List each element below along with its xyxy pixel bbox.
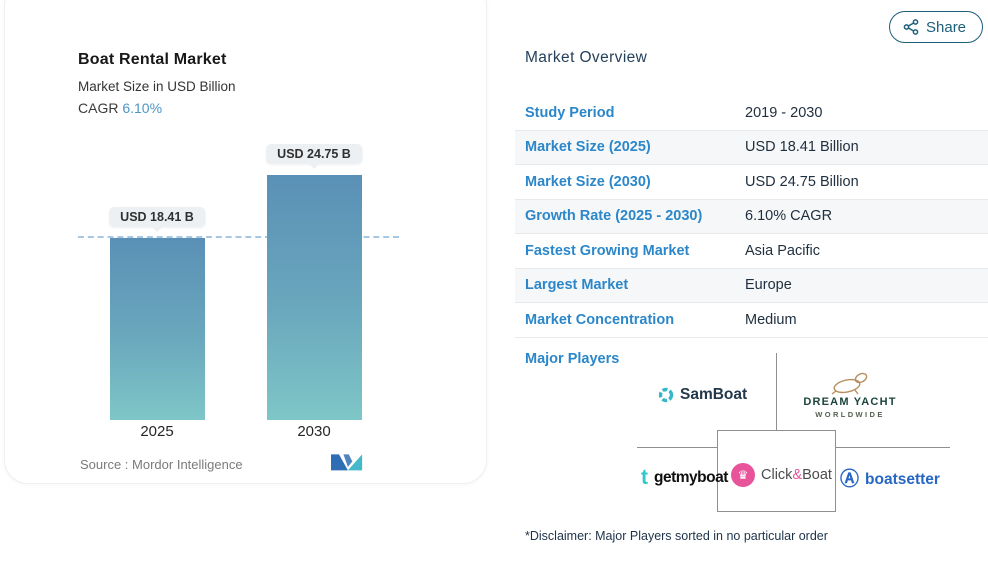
clickandboat-part2: Boat bbox=[802, 467, 832, 483]
row-label: Largest Market bbox=[525, 277, 629, 294]
cagr-value: 6.10% bbox=[122, 100, 163, 116]
x-tick-2030: 2030 bbox=[297, 423, 331, 440]
row-value: 2019 - 2030 bbox=[745, 104, 823, 121]
table-row: Study Period 2019 - 2030 bbox=[515, 96, 988, 131]
boatsetter-icon: Ⓐ bbox=[840, 469, 860, 490]
players-tree-left-line bbox=[637, 447, 717, 448]
clickandboat-logo: ♛ Click&Boat bbox=[731, 463, 832, 487]
mordor-intelligence-logo-icon bbox=[331, 452, 363, 476]
row-value: Medium bbox=[745, 311, 797, 328]
boatsetter-wordmark: boatsetter bbox=[865, 470, 940, 488]
chart-cagr: CAGR 6.10% bbox=[78, 100, 162, 116]
table-row: Market Size (2030) USD 24.75 Billion bbox=[515, 165, 988, 200]
share-label: Share bbox=[926, 18, 967, 36]
table-row: Largest Market Europe bbox=[515, 268, 988, 303]
bar-2025-value-tooltip: USD 18.41 B bbox=[109, 207, 205, 227]
row-value: USD 18.41 Billion bbox=[745, 139, 859, 156]
overview-heading: Market Overview bbox=[525, 49, 648, 66]
dream-yacht-wordmark: DREAM YACHT bbox=[803, 396, 897, 408]
baseline-dashed-line bbox=[78, 236, 399, 238]
row-value: Asia Pacific bbox=[745, 242, 820, 259]
dream-yacht-logo: DREAM YACHT WORLDWIDE bbox=[799, 370, 901, 419]
turtle-sketch-icon bbox=[828, 370, 872, 396]
share-icon bbox=[903, 19, 919, 35]
chart-card bbox=[4, 0, 487, 484]
row-value: Europe bbox=[745, 277, 792, 294]
getmyboat-logo: t getmyboat bbox=[641, 466, 728, 489]
crown-icon: ♛ bbox=[731, 463, 755, 487]
table-row: Market Size (2025) USD 18.41 Billion bbox=[515, 130, 988, 165]
cagr-label: CAGR bbox=[78, 100, 119, 116]
x-tick-2025: 2025 bbox=[140, 423, 174, 440]
getmyboat-icon: t bbox=[641, 466, 648, 489]
players-tree-right-line bbox=[836, 447, 950, 448]
row-label: Study Period bbox=[525, 104, 615, 121]
source-prefix: Source : bbox=[80, 457, 129, 472]
chart-title: Boat Rental Market bbox=[78, 51, 227, 68]
dream-yacht-subtext: WORLDWIDE bbox=[815, 410, 885, 419]
table-row: Growth Rate (2025 - 2030) 6.10% CAGR bbox=[515, 199, 988, 234]
chart-subtitle: Market Size in USD Billion bbox=[78, 79, 236, 94]
share-button[interactable]: Share bbox=[889, 11, 984, 43]
bar-2030 bbox=[267, 175, 362, 420]
getmyboat-wordmark: getmyboat bbox=[654, 469, 728, 486]
row-label: Market Size (2030) bbox=[525, 173, 651, 190]
chart-source: Source : Mordor Intelligence bbox=[80, 457, 243, 472]
clickandboat-amp: & bbox=[792, 467, 803, 483]
row-label: Market Size (2025) bbox=[525, 139, 651, 156]
table-row: Market Concentration Medium bbox=[515, 303, 988, 338]
bar-2030-value-tooltip: USD 24.75 B bbox=[266, 144, 362, 164]
clickandboat-part1: Click bbox=[761, 467, 793, 483]
table-row: Fastest Growing Market Asia Pacific bbox=[515, 234, 988, 269]
samboat-wordmark: SamBoat bbox=[680, 386, 748, 403]
disclaimer-text: *Disclaimer: Major Players sorted in no … bbox=[525, 529, 828, 543]
row-value: USD 24.75 Billion bbox=[745, 173, 859, 190]
samboat-logo: SamBoat bbox=[658, 386, 747, 404]
players-tree-vertical-line bbox=[776, 353, 777, 430]
samboat-icon bbox=[658, 387, 674, 403]
overview-table: Study Period 2019 - 2030 Market Size (20… bbox=[515, 96, 988, 338]
major-players-label: Major Players bbox=[525, 351, 620, 367]
bar-2025 bbox=[110, 238, 205, 420]
row-label: Fastest Growing Market bbox=[525, 242, 690, 259]
row-label: Market Concentration bbox=[525, 311, 675, 328]
clickandboat-wordmark: Click&Boat bbox=[761, 467, 832, 483]
row-value: 6.10% CAGR bbox=[745, 208, 833, 225]
boatsetter-logo: Ⓐ boatsetter bbox=[840, 470, 940, 489]
row-label: Growth Rate (2025 - 2030) bbox=[525, 208, 703, 225]
source-name: Mordor Intelligence bbox=[132, 457, 243, 472]
